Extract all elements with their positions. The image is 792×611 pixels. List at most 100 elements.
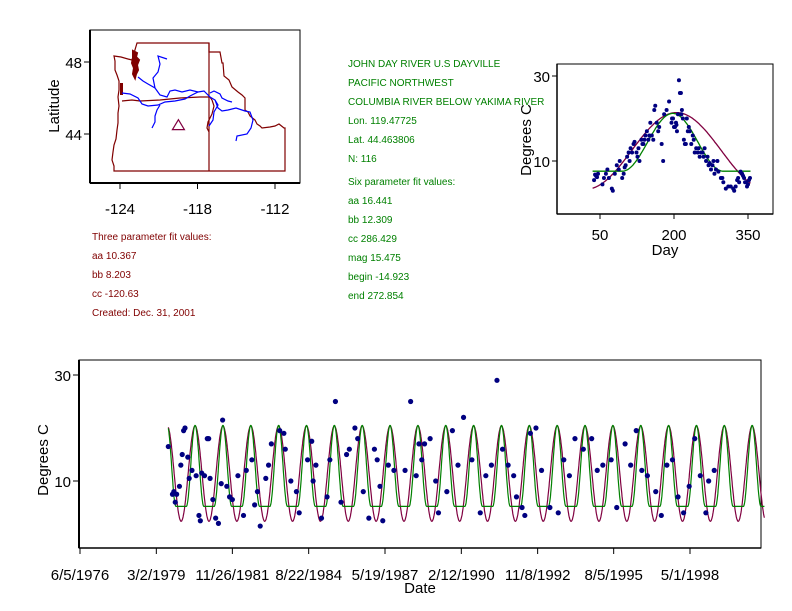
six-param-cc: cc 286.429 [348, 234, 397, 245]
timeseries-data-point [483, 473, 489, 479]
timeseries-data-point [374, 457, 380, 463]
timeseries-data-point [697, 473, 703, 479]
seasonal-data-point [702, 146, 707, 151]
timeseries-x-tick-label: 8/22/1984 [275, 567, 342, 584]
seasonal-data-point [661, 159, 666, 163]
timeseries-data-point [324, 494, 330, 500]
three-param-block: Three parameter fit values: aa 10.367 bb… [92, 228, 212, 323]
timeseries-data-point [449, 428, 456, 434]
site-info-block: JOHN DAY RIVER U.S DAYVILLE PACIFIC NORT… [348, 55, 544, 169]
seasonal-data-point [646, 137, 651, 142]
timeseries-x-tick-label: 5/1/1998 [661, 567, 719, 584]
timeseries-data-point [561, 457, 567, 463]
six-param-end: end 272.854 [348, 291, 404, 302]
timeseries-x-tick-label: 2/12/1990 [428, 567, 495, 584]
timeseries-data-point [589, 436, 595, 442]
timeseries-data-point [252, 502, 258, 508]
timeseries-x-tick-label: 5/19/1987 [352, 567, 419, 584]
seasonal-data-point [746, 182, 750, 187]
timeseries-data-point [499, 446, 506, 452]
seasonal-data-point [634, 150, 639, 155]
seasonal-x-axis-title: Day [652, 242, 679, 259]
seasonal-x-tick-label: 350 [735, 227, 760, 244]
seasonal-data-point [709, 167, 713, 172]
timeseries-data-point [220, 417, 226, 423]
timeseries-data-point [513, 494, 520, 500]
seasonal-data-point [642, 137, 647, 142]
seasonal-y-tick-label: 10 [533, 154, 550, 171]
timeseries-data-point [343, 451, 350, 458]
seasonal-data-point [600, 182, 605, 187]
seasonal-data-point [656, 129, 661, 134]
seasonal-data-point [710, 163, 715, 168]
seasonal-data-point [628, 146, 633, 151]
timeseries-data-point [547, 504, 553, 511]
seasonal-data-point [641, 142, 646, 146]
timeseries-data-point [494, 377, 500, 383]
seasonal-data-point [701, 154, 706, 159]
snake-river [208, 90, 233, 127]
seasonal-data-point [612, 171, 617, 176]
state-boundaries [111, 42, 286, 172]
timeseries-data-point [288, 478, 294, 484]
seasonal-data-point [737, 180, 742, 185]
timeseries-data-point [580, 446, 586, 452]
timeseries-x-tick-label: 11/8/1992 [505, 567, 571, 584]
six-param-mag: mag 15.475 [348, 253, 401, 264]
seasonal-data-point [603, 171, 608, 176]
timeseries-data-point [488, 462, 495, 468]
seasonal-data-point [747, 176, 752, 180]
timeseries-data-point [210, 496, 216, 503]
puget-sound [130, 49, 141, 81]
timeseries-data-point [265, 462, 272, 468]
timeseries-data-point [614, 504, 620, 511]
john-day-river [151, 104, 161, 129]
timeseries-data-point [332, 398, 339, 405]
three-param-bb: bb 8.203 [92, 270, 131, 281]
seasonal-data-point [695, 150, 700, 155]
seasonal-data-point [637, 159, 642, 163]
seasonal-data-point [636, 146, 641, 151]
seasonal-data-point [679, 112, 684, 117]
seasonal-data-point [687, 129, 692, 134]
timeseries-data-point [675, 494, 681, 500]
seasonal-data-point [610, 188, 615, 193]
map-frame [89, 29, 301, 184]
timeseries-data-point [533, 425, 539, 431]
timeseries-data-point [680, 510, 687, 516]
seasonal-data-point [639, 137, 644, 142]
map-x-tick-label: -112 [261, 201, 290, 218]
seasonal-data-point [625, 154, 630, 159]
timeseries-data-point [207, 475, 213, 481]
seasonal-data-point [680, 116, 685, 121]
seasonal-data-point [664, 108, 669, 112]
timeseries-data-point [257, 523, 263, 529]
location-map: -124 -118 -112 48 44 Latitude [46, 29, 301, 218]
timeseries-data-point [622, 441, 628, 447]
timeseries-data-point [179, 451, 185, 458]
seasonal-data-point [643, 133, 648, 138]
state-boundary-or-id [206, 43, 215, 171]
seasonal-data-point [648, 120, 653, 125]
seasonal-data-point [697, 154, 702, 159]
timeseries-data-point [174, 491, 180, 497]
timeseries-data-point [309, 438, 315, 444]
timeseries-y-tick-label: 10 [54, 474, 71, 491]
seasonal-data-point [653, 103, 658, 108]
seasonal-data-point [606, 176, 611, 180]
timeseries-x-tick-label: 3/2/1979 [127, 567, 185, 584]
seasonal-x-tick-label: 50 [592, 227, 609, 244]
timeseries-data-point [522, 512, 528, 519]
timeseries-y-tick-label: 30 [54, 368, 71, 385]
timeseries-data-point [218, 481, 224, 487]
seasonal-data-point [620, 176, 625, 180]
timeseries-data-point [421, 441, 428, 447]
seasonal-data-point [654, 120, 659, 125]
seasonal-data-point [644, 129, 649, 134]
timeseries-data-point [310, 478, 316, 484]
timeseries-data-point [538, 467, 545, 473]
map-x-tick-label: -124 [105, 201, 135, 218]
timeseries-data-point [385, 462, 391, 468]
timeseries-data-point [664, 462, 670, 468]
